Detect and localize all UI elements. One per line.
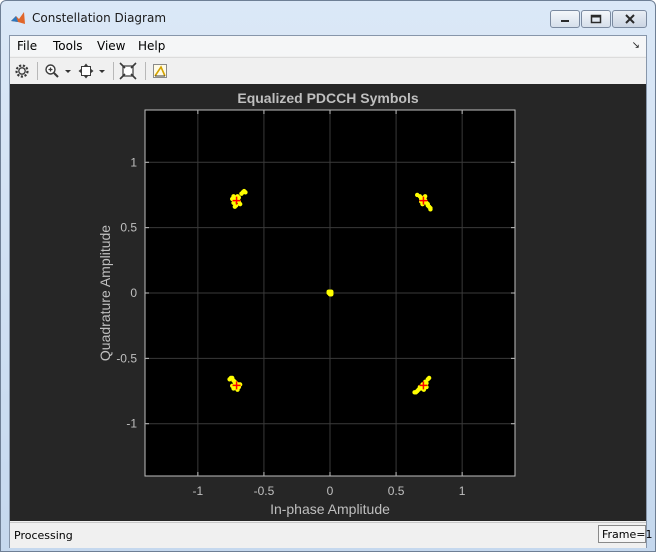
data-point — [425, 201, 430, 207]
status-text: Processing — [14, 529, 73, 542]
matlab-icon — [11, 12, 25, 24]
close-button[interactable] — [612, 10, 647, 28]
maximize-button[interactable] — [581, 10, 611, 28]
close-icon — [624, 14, 635, 24]
reference-marker — [232, 381, 241, 390]
y-tick-label: 0.5 — [120, 221, 137, 235]
y-axis-label: Quadrature Amplitude — [97, 225, 113, 361]
x-tick-label: 0 — [327, 484, 334, 498]
plot-area: Equalized PDCCH Symbols -1 -0.5 0 0.5 1 -1 -0… — [10, 84, 646, 521]
toolbar — [10, 57, 646, 85]
fit-dropdown[interactable] — [97, 61, 107, 81]
data-point — [231, 194, 236, 199]
y-tick-label: 1 — [130, 155, 137, 169]
data-point — [428, 207, 433, 212]
zoom-in-icon — [45, 64, 59, 78]
data-point — [412, 390, 417, 395]
data-point — [426, 375, 432, 381]
menu-file[interactable]: File — [17, 39, 38, 53]
x-tick-labels: -1 -0.5 0 0.5 1 — [193, 110, 466, 498]
autoscale-icon — [119, 62, 137, 80]
x-axis-label: In-phase Amplitude — [270, 501, 390, 517]
fit-axes-button[interactable] — [76, 61, 96, 81]
x-tick-label: 0.5 — [388, 484, 405, 498]
data-point — [239, 191, 244, 196]
reference-marker — [419, 381, 428, 390]
title-bar[interactable]: Constellation Diagram — [1, 1, 655, 35]
x-tick-label: -1 — [193, 484, 204, 498]
x-tick-label: -0.5 — [254, 484, 275, 498]
x-tick-label: 1 — [459, 484, 466, 498]
toolbar-separator — [113, 62, 114, 80]
client-area: File Tools View Help ↘ — [9, 35, 653, 548]
y-tick-label: -1 — [126, 417, 137, 431]
constellation-chart[interactable]: Equalized PDCCH Symbols -1 -0.5 0 0.5 1 -1 -0… — [10, 84, 646, 521]
minimize-icon — [561, 20, 569, 22]
window-title: Constellation Diagram — [32, 11, 167, 25]
reference-marker — [419, 196, 428, 205]
maximize-icon — [590, 14, 602, 24]
chart-title: Equalized PDCCH Symbols — [237, 90, 418, 106]
minimize-button[interactable] — [550, 10, 580, 28]
y-tick-label: 0 — [130, 286, 137, 300]
menu-help[interactable]: Help — [138, 39, 166, 53]
measurements-icon — [153, 64, 167, 78]
dock-arrow-icon[interactable]: ↘ — [631, 40, 640, 51]
zoom-dropdown[interactable] — [63, 61, 73, 81]
reference-marker — [232, 196, 241, 205]
gear-icon — [15, 64, 29, 78]
reference-points — [232, 196, 428, 390]
menu-tools[interactable]: Tools — [53, 39, 83, 53]
settings-button[interactable] — [12, 61, 32, 81]
toolbar-separator — [145, 62, 146, 80]
data-point — [231, 378, 236, 383]
dropdown-icon — [99, 70, 105, 73]
toolbar-separator — [37, 62, 38, 80]
menu-bar: File Tools View Help ↘ — [10, 36, 646, 56]
data-points — [227, 188, 433, 395]
measurements-button[interactable] — [150, 61, 170, 81]
data-point — [415, 192, 420, 198]
data-point — [236, 195, 242, 200]
zoom-in-button[interactable] — [42, 61, 62, 81]
frame-indicator: Frame=1 — [598, 525, 653, 543]
menu-view[interactable]: View — [97, 39, 126, 53]
autoscale-button[interactable] — [118, 61, 138, 81]
data-point — [243, 190, 248, 195]
status-bar: Processing Frame=1 — [10, 522, 653, 548]
dropdown-icon — [65, 70, 71, 73]
fit-axes-icon — [78, 63, 94, 79]
y-tick-labels: -1 -0.5 0 0.5 1 — [116, 155, 515, 431]
y-tick-label: -0.5 — [116, 351, 137, 365]
data-point — [237, 201, 243, 207]
data-point — [329, 290, 334, 296]
